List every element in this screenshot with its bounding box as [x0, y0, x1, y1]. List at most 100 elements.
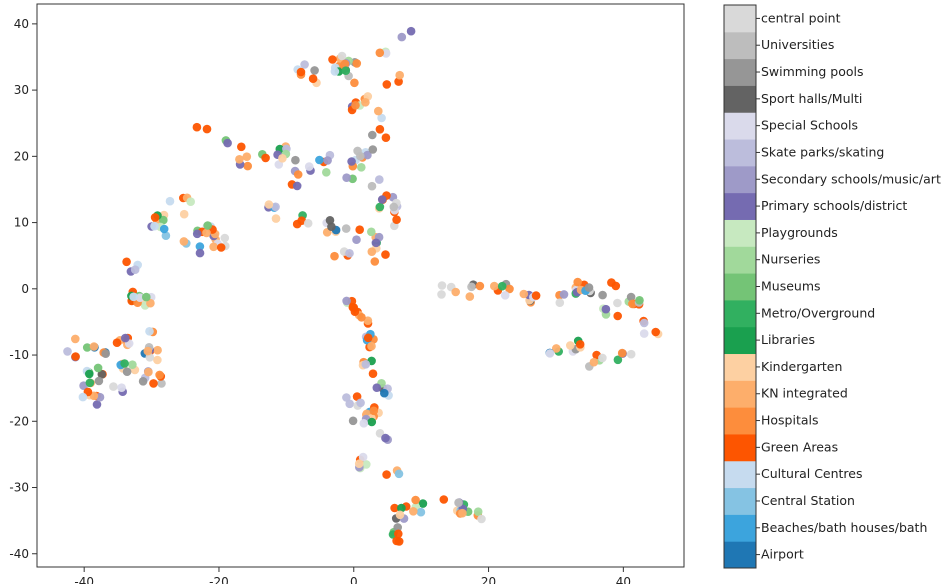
- colorbar-segment: [724, 380, 756, 408]
- data-point: [395, 70, 405, 80]
- data-point: [377, 113, 386, 123]
- data-point: [377, 195, 387, 204]
- data-point: [242, 152, 252, 161]
- data-point: [203, 221, 212, 230]
- data-point: [120, 359, 129, 368]
- data-point: [367, 247, 377, 256]
- x-tick-label: 40: [616, 575, 631, 584]
- colorbar-label: Central Station: [761, 493, 855, 508]
- colorbar-label: Hospitals: [761, 413, 819, 428]
- data-point: [159, 224, 169, 234]
- data-point: [519, 289, 529, 299]
- data-point: [381, 250, 390, 259]
- data-point: [635, 296, 644, 305]
- data-point: [473, 507, 483, 516]
- data-point: [78, 392, 88, 402]
- data-point: [92, 400, 102, 409]
- colorbar-segment: [724, 5, 756, 33]
- data-point: [351, 101, 360, 110]
- data-point: [363, 333, 373, 343]
- colorbar-label: Kindergarten: [761, 359, 842, 374]
- data-point: [380, 388, 389, 398]
- data-point: [220, 233, 230, 243]
- data-point: [356, 398, 365, 408]
- colorbar-segment: [724, 541, 756, 569]
- data-point: [122, 367, 132, 377]
- data-point: [394, 469, 404, 479]
- data-point: [192, 229, 202, 239]
- colorbar-segment: [724, 487, 756, 515]
- colorbar-segment: [724, 219, 756, 247]
- data-point: [545, 349, 555, 358]
- data-point: [165, 196, 175, 206]
- data-point: [235, 155, 244, 164]
- data-point: [143, 346, 153, 356]
- data-point: [150, 221, 159, 231]
- data-point: [121, 333, 130, 343]
- data-point: [341, 224, 351, 233]
- data-point: [101, 349, 110, 359]
- data-point: [348, 416, 358, 426]
- colorbar-label: Playgrounds: [761, 225, 838, 240]
- data-point: [354, 459, 364, 469]
- data-point: [395, 510, 405, 520]
- data-point: [573, 277, 582, 287]
- data-point: [505, 284, 514, 294]
- colorbar-label: Special Schools: [761, 118, 858, 133]
- data-point: [598, 353, 607, 363]
- data-point: [628, 299, 637, 309]
- data-point: [361, 360, 371, 369]
- colorbar-label: Green Areas: [761, 439, 838, 454]
- data-point: [368, 145, 378, 154]
- colorbar-segment: [724, 192, 756, 220]
- data-point: [409, 507, 418, 516]
- data-point: [613, 355, 623, 365]
- data-point: [555, 298, 565, 308]
- colorbar-segment: [724, 139, 756, 167]
- colorbar-label: Skate parks/skating: [761, 144, 884, 159]
- data-point: [340, 59, 350, 69]
- data-point: [323, 156, 332, 165]
- data-point: [375, 125, 385, 134]
- data-point: [330, 67, 340, 76]
- colorbar-segment: [724, 460, 756, 489]
- data-point: [179, 237, 189, 246]
- data-point: [607, 278, 616, 287]
- data-point: [368, 130, 377, 140]
- data-point: [357, 313, 366, 322]
- data-point: [153, 355, 162, 365]
- data-point: [500, 291, 510, 300]
- y-tick-label: -40: [9, 547, 29, 561]
- data-point: [613, 298, 622, 308]
- data-point: [361, 98, 370, 107]
- x-tick-label: -40: [74, 575, 94, 584]
- colorbar-label: Metro/Overground: [761, 305, 875, 320]
- data-point: [345, 399, 355, 409]
- data-point: [209, 242, 218, 252]
- data-point: [150, 213, 160, 222]
- data-point: [601, 304, 611, 314]
- data-point: [437, 281, 447, 290]
- colorbar-segment: [724, 31, 756, 60]
- y-tick-label: 10: [14, 216, 29, 230]
- data-point: [355, 225, 365, 234]
- data-point: [390, 503, 399, 513]
- data-point: [330, 251, 339, 261]
- data-point: [437, 290, 446, 299]
- data-point: [300, 60, 309, 69]
- data-point: [552, 344, 561, 353]
- data-point: [626, 349, 636, 359]
- data-point: [454, 498, 463, 508]
- colorbar-label: central point: [761, 10, 841, 25]
- data-point: [161, 231, 171, 240]
- x-tick-label: 0: [350, 575, 358, 584]
- data-point: [559, 290, 569, 299]
- data-point: [497, 281, 507, 291]
- data-point: [349, 303, 359, 312]
- data-point: [439, 495, 449, 504]
- data-point: [382, 80, 392, 89]
- data-point: [237, 142, 246, 152]
- x-tick-label: 20: [481, 575, 496, 584]
- data-point: [411, 495, 420, 505]
